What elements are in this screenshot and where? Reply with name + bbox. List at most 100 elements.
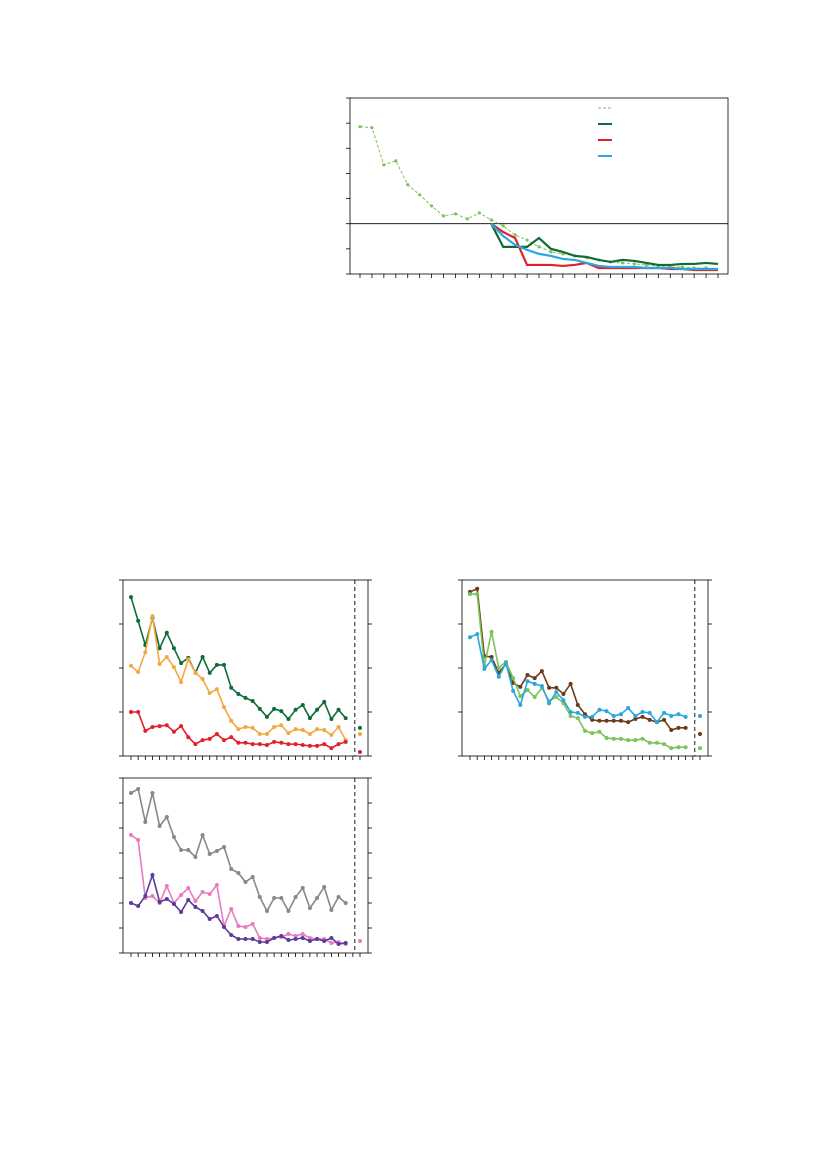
data-point (525, 673, 530, 678)
data-point (293, 934, 298, 938)
data-point (315, 937, 320, 941)
data-point (136, 787, 141, 791)
data-point (489, 658, 494, 663)
data-point (489, 655, 494, 659)
data-point (129, 710, 133, 714)
data-point (358, 125, 362, 129)
data-point (358, 732, 362, 736)
data-point (136, 669, 141, 674)
data-point (676, 745, 681, 750)
data-point (329, 717, 334, 722)
data-point (322, 742, 327, 747)
data-point (430, 204, 434, 208)
data-point (257, 895, 262, 899)
data-point (307, 732, 312, 736)
data-point (680, 265, 684, 269)
data-point (150, 614, 155, 619)
data-point (300, 932, 305, 936)
data-point (554, 695, 559, 700)
data-point (604, 709, 609, 714)
data-point (179, 724, 184, 729)
data-point (322, 939, 327, 943)
data-point (279, 723, 284, 728)
data-point (554, 685, 559, 690)
data-point (272, 896, 277, 900)
data-point (179, 893, 184, 897)
data-point (264, 909, 269, 913)
data-point (272, 936, 277, 940)
data-point (286, 938, 291, 942)
data-point (186, 735, 191, 740)
data-point (243, 724, 248, 729)
data-point (307, 743, 312, 748)
data-point (279, 896, 284, 900)
data-point (561, 698, 566, 703)
data-point (143, 820, 148, 824)
data-point (640, 736, 645, 741)
data-point (633, 713, 638, 718)
data-point (236, 924, 241, 928)
data-point (441, 214, 446, 218)
data-point (279, 934, 284, 938)
data-point (207, 736, 212, 741)
data-point (590, 717, 595, 722)
data-point (150, 894, 155, 898)
data-point (207, 691, 212, 696)
data-point (229, 685, 234, 690)
data-point (157, 724, 162, 729)
data-point (343, 941, 348, 945)
data-point (358, 750, 362, 755)
data-point (286, 731, 291, 736)
data-point (532, 695, 537, 700)
data-point (307, 906, 312, 910)
data-point (257, 940, 262, 944)
data-point (207, 852, 212, 856)
data-point (164, 723, 169, 728)
data-point (222, 705, 227, 710)
data-point (496, 666, 501, 670)
data-point (129, 595, 133, 600)
series-line (359, 126, 707, 269)
data-point (272, 739, 277, 744)
data-point (171, 665, 176, 670)
data-point (250, 725, 255, 730)
data-point (250, 742, 255, 747)
data-point (575, 710, 580, 715)
chart (119, 777, 372, 957)
data-point (669, 728, 674, 733)
data-point (129, 833, 133, 837)
data-point (611, 713, 616, 718)
data-point (322, 728, 327, 733)
data-point (503, 661, 508, 666)
data-point (164, 897, 169, 901)
data-point (300, 743, 305, 747)
data-point (698, 732, 702, 736)
data-point (662, 710, 667, 715)
data-point (676, 725, 681, 730)
data-point (647, 717, 652, 722)
data-point (143, 650, 148, 655)
data-point (633, 738, 638, 743)
data-point (243, 925, 248, 929)
data-point (229, 718, 234, 723)
data-point (307, 936, 312, 940)
data-point (329, 732, 334, 737)
data-point (382, 163, 386, 167)
data-point (257, 732, 262, 736)
data-point (264, 732, 269, 736)
data-point (293, 937, 298, 941)
data-point (640, 714, 645, 719)
data-point (518, 702, 523, 707)
data-point (264, 743, 269, 747)
data-point (129, 791, 133, 795)
data-point (250, 699, 255, 703)
data-point (683, 745, 688, 750)
chart (458, 579, 712, 760)
data-point (554, 690, 559, 695)
data-point (315, 727, 320, 732)
data-point (532, 676, 537, 681)
data-point (264, 940, 269, 944)
data-point (626, 706, 631, 711)
data-point (193, 670, 198, 675)
